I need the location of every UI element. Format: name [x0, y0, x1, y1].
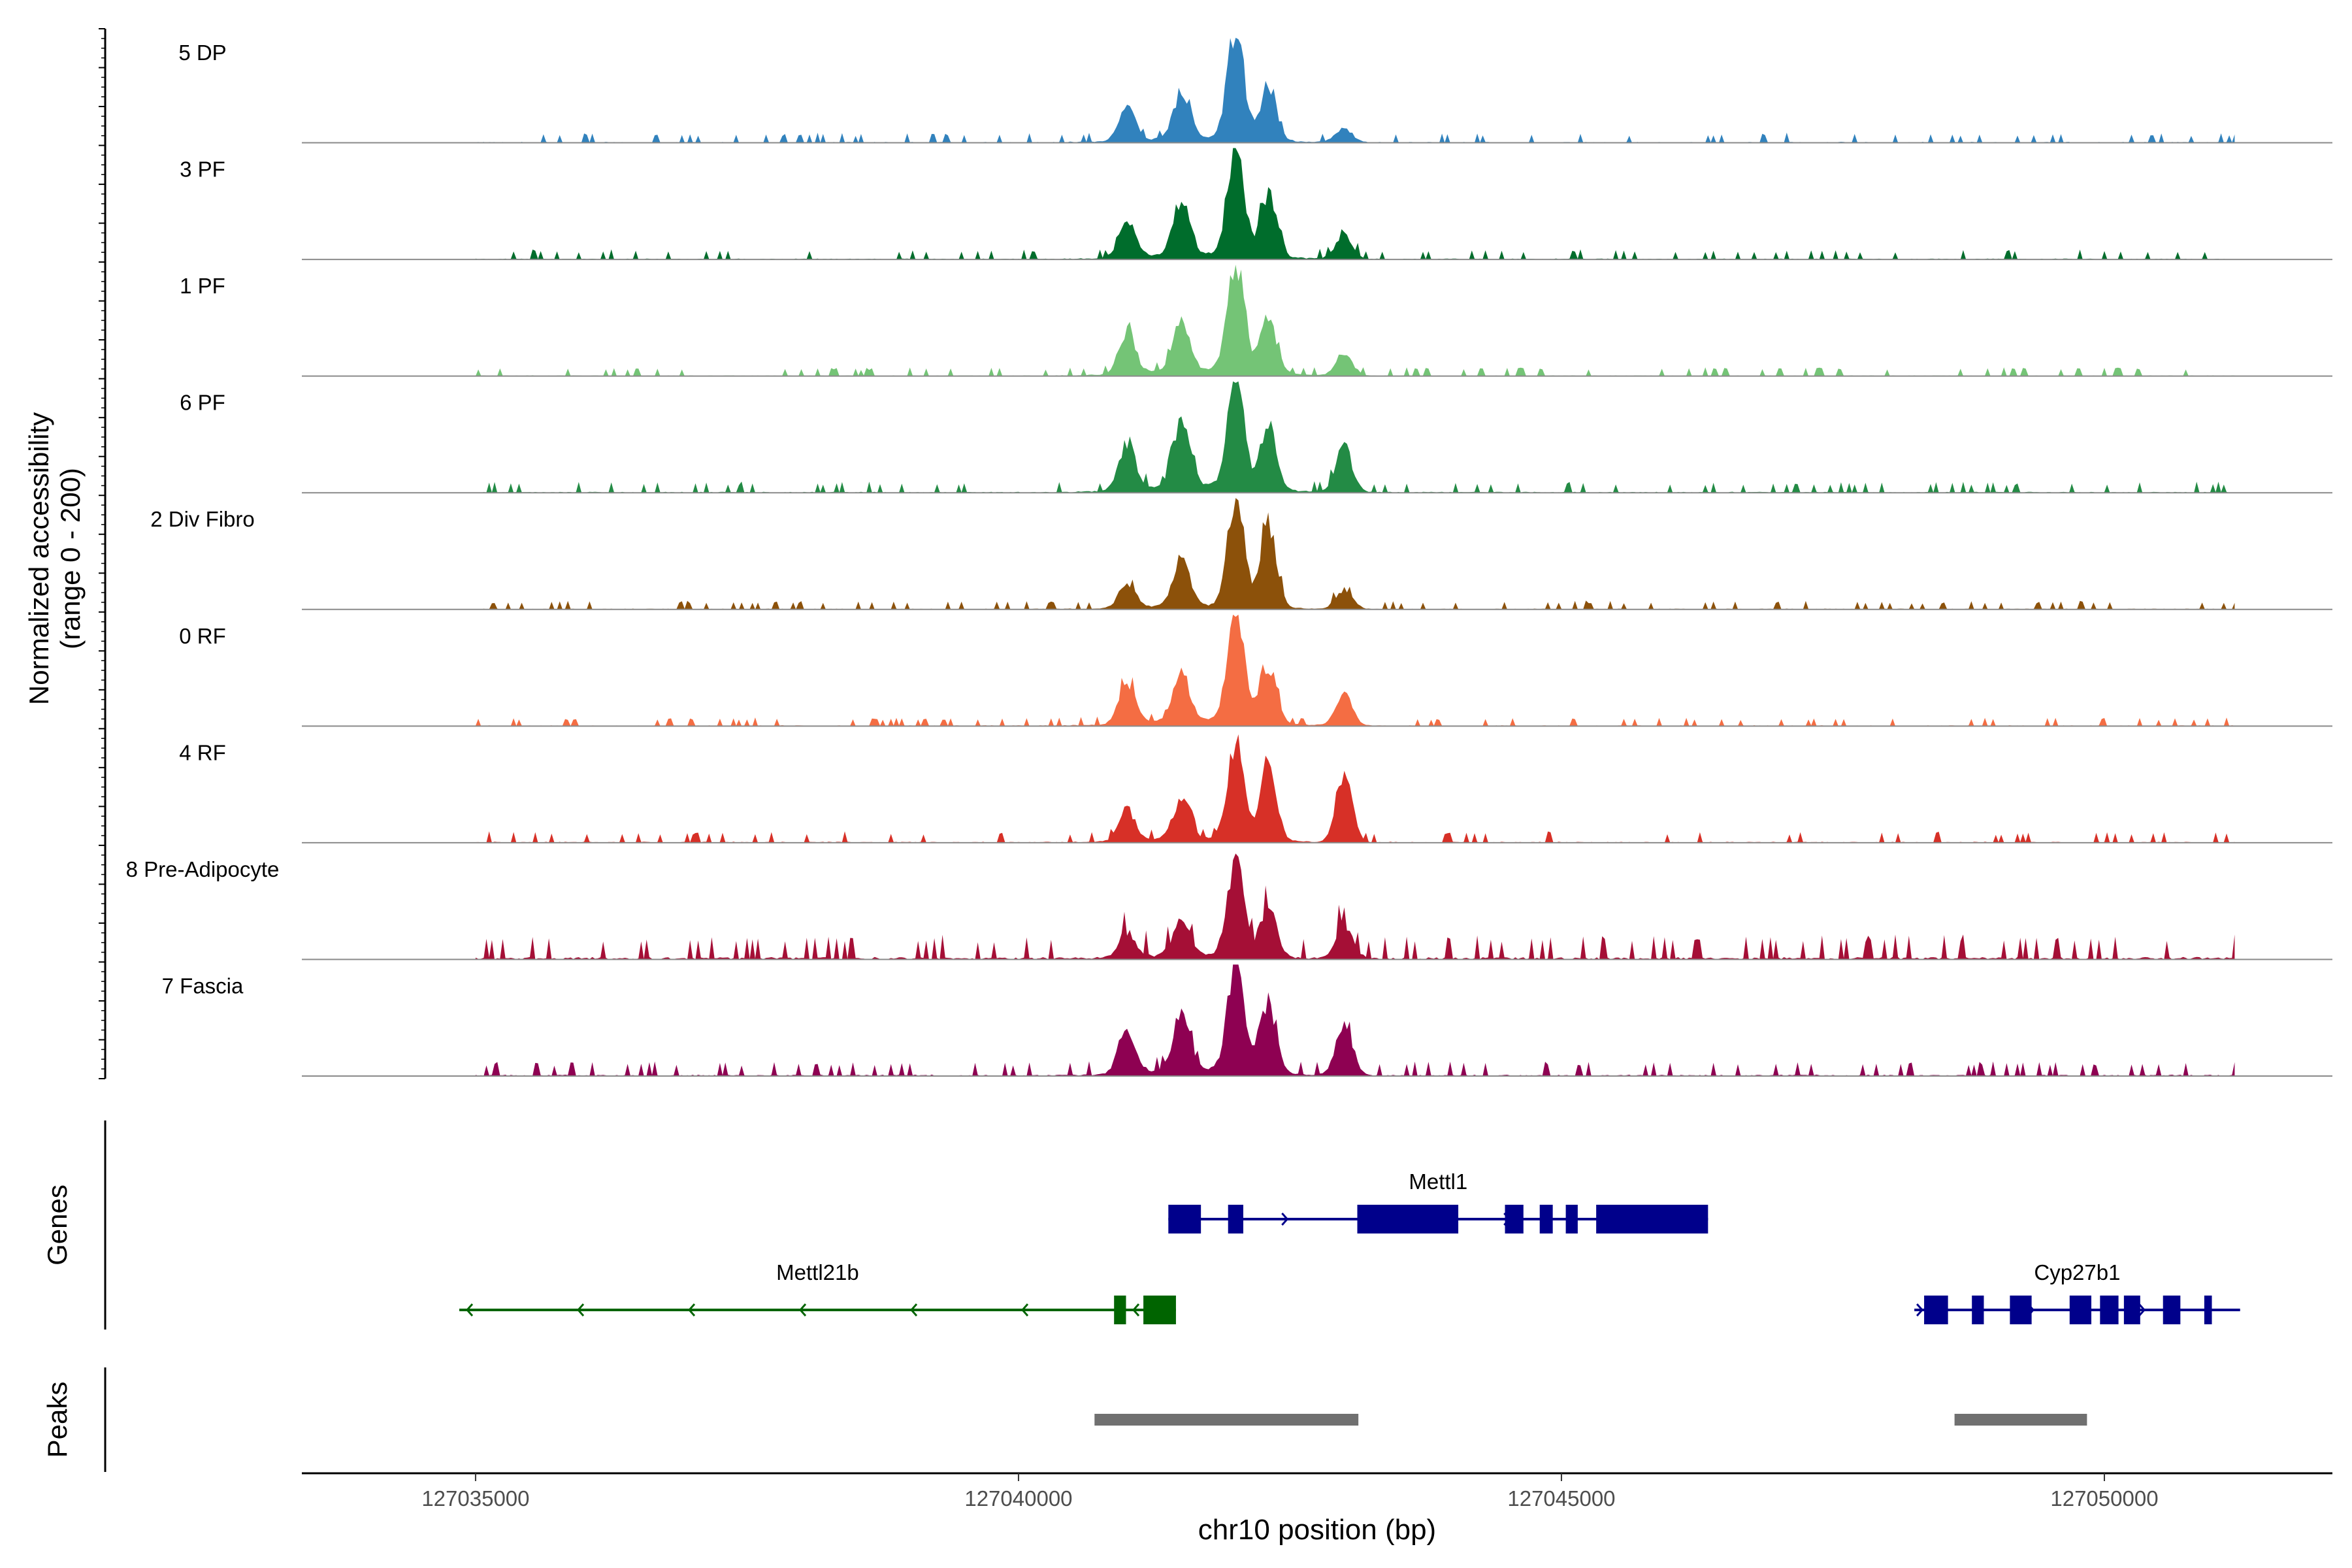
- x-tick-label: 127045000: [1507, 1486, 1615, 1511]
- gene-label: Mettl21b: [776, 1260, 859, 1284]
- gene-exon: [1924, 1296, 1948, 1324]
- coverage-area: [475, 964, 2235, 1076]
- strand-arrow: [909, 1303, 918, 1316]
- strand-arrow: [1281, 1213, 1289, 1226]
- gene-exon: [1114, 1296, 1126, 1324]
- genes-panel-label: Genes: [42, 1184, 73, 1266]
- track-4-rf: 4 RF: [179, 734, 2332, 843]
- gene-exon: [2123, 1296, 2140, 1324]
- gene-exon: [2010, 1296, 2032, 1324]
- gene-exon: [1168, 1205, 1201, 1233]
- track-label: 4 RF: [179, 740, 226, 764]
- strand-arrow: [798, 1303, 807, 1316]
- coverage-area: [475, 498, 2235, 610]
- peak-bar: [1094, 1414, 1359, 1426]
- strand-arrow: [465, 1303, 474, 1316]
- track-6-pf: 6 PF: [180, 381, 2332, 494]
- coverage-area: [475, 381, 2235, 493]
- y-axis-range-label: (range 0 - 200): [55, 468, 86, 649]
- track-1-pf: 1 PF: [180, 265, 2332, 377]
- coverage-area: [475, 148, 2235, 260]
- coverage-area: [475, 37, 2235, 143]
- coverage-area: [475, 265, 2235, 376]
- accessibility-y-ticks: [99, 28, 105, 1079]
- gene-exon: [2163, 1296, 2181, 1324]
- x-tick-label: 127040000: [964, 1486, 1072, 1511]
- gene-label: Cyp27b1: [2034, 1260, 2120, 1284]
- strand-arrow: [576, 1303, 585, 1316]
- track-3-pf: 3 PF: [180, 148, 2332, 261]
- y-axis-title: Normalized accessibility: [24, 412, 54, 705]
- track-label: 0 RF: [179, 624, 226, 648]
- strand-arrow: [687, 1303, 696, 1316]
- strand-arrow: [1916, 1303, 1924, 1316]
- gene-cyp27b1: Cyp27b1: [1914, 1260, 2240, 1324]
- track-label: 5 DP: [178, 41, 226, 65]
- track-5-dp: 5 DP: [178, 37, 2332, 144]
- gene-exon: [2204, 1296, 2212, 1324]
- gene-mettl21b: Mettl21b: [459, 1260, 1176, 1324]
- gene-annotations: Mettl1 Mettl21b Cyp27b1: [459, 1169, 2240, 1324]
- gene-exon: [2100, 1296, 2119, 1324]
- track-label: 7 Fascia: [162, 973, 244, 998]
- track-7-fascia: 7 Fascia: [162, 964, 2332, 1077]
- gene-exon: [2069, 1296, 2092, 1324]
- gene-exon: [1565, 1205, 1578, 1233]
- x-axis-title: chr10 position (bp): [1198, 1514, 1436, 1546]
- track-label: 8 Pre-Adipocyte: [126, 857, 280, 881]
- track-label: 3 PF: [180, 157, 225, 182]
- gene-exon: [1228, 1205, 1243, 1233]
- x-axis-ticks: 127035000 127040000 127045000 127050000: [421, 1473, 2159, 1511]
- strand-arrow: [1132, 1303, 1140, 1316]
- gene-exon: [1357, 1205, 1459, 1233]
- accessibility-tracks: 5 DP 3 PF 1 PF 6 PF 2 Div Fibro 0 RF 4 RF 8 Pre…: [126, 37, 2332, 1077]
- coverage-area: [475, 614, 2235, 727]
- strand-arrow: [2138, 1303, 2146, 1316]
- gene-exon: [1596, 1205, 1708, 1233]
- track-label: 1 PF: [180, 274, 225, 298]
- strand-arrow: [1021, 1303, 1029, 1316]
- gene-exon: [1972, 1296, 1984, 1324]
- gene-label: Mettl1: [1409, 1169, 1467, 1194]
- track-8-pre-adipocyte: 8 Pre-Adipocyte: [126, 853, 2332, 960]
- track-2-div-fibro: 2 Div Fibro: [150, 498, 2332, 610]
- track-label: 2 Div Fibro: [150, 507, 255, 531]
- x-tick-label: 127035000: [421, 1486, 529, 1511]
- gene-mettl1: Mettl1: [1168, 1169, 1708, 1233]
- track-0-rf: 0 RF: [179, 614, 2332, 727]
- peak-regions: [1094, 1414, 2087, 1426]
- gene-exon: [1143, 1296, 1176, 1324]
- x-tick-label: 127050000: [2050, 1486, 2158, 1511]
- peaks-panel-label: Peaks: [42, 1382, 73, 1458]
- gene-exon: [1505, 1205, 1524, 1233]
- coverage-area: [475, 734, 2235, 843]
- track-label: 6 PF: [180, 391, 225, 415]
- peak-bar: [1954, 1414, 2087, 1426]
- gene-exon: [1539, 1205, 1553, 1233]
- coverage-area: [475, 853, 2235, 960]
